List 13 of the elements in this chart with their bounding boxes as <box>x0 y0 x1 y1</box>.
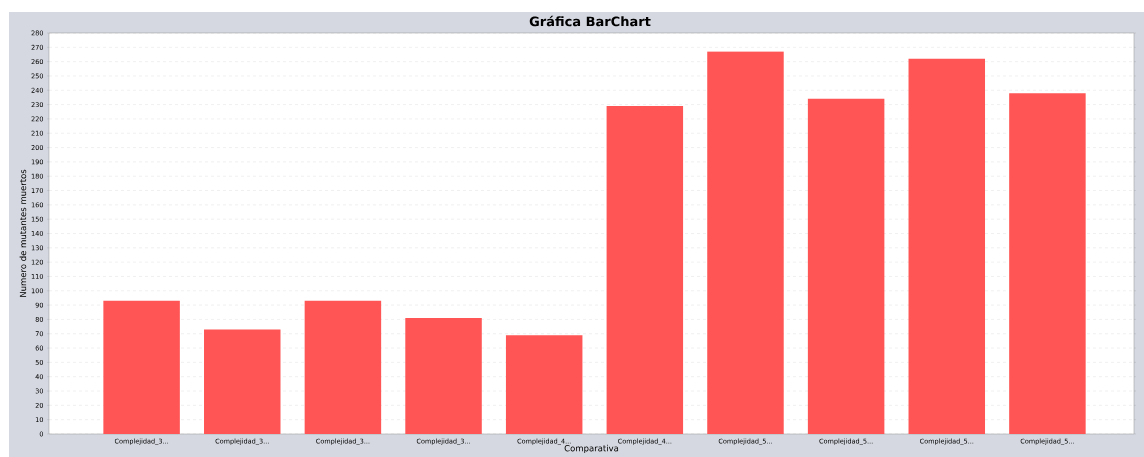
bar <box>103 300 180 434</box>
bar <box>505 335 583 434</box>
bar <box>807 98 885 434</box>
x-axis-title: Comparativa <box>564 444 619 454</box>
bar <box>405 317 482 434</box>
bar <box>1009 93 1086 434</box>
chart-title: Gráfica BarChart <box>529 15 651 27</box>
y-axis-title: Numero de mutantes muertos <box>19 169 27 297</box>
bar <box>606 106 684 434</box>
bar <box>204 329 281 434</box>
bar <box>707 51 784 434</box>
bar <box>908 58 986 434</box>
bar <box>304 300 382 434</box>
